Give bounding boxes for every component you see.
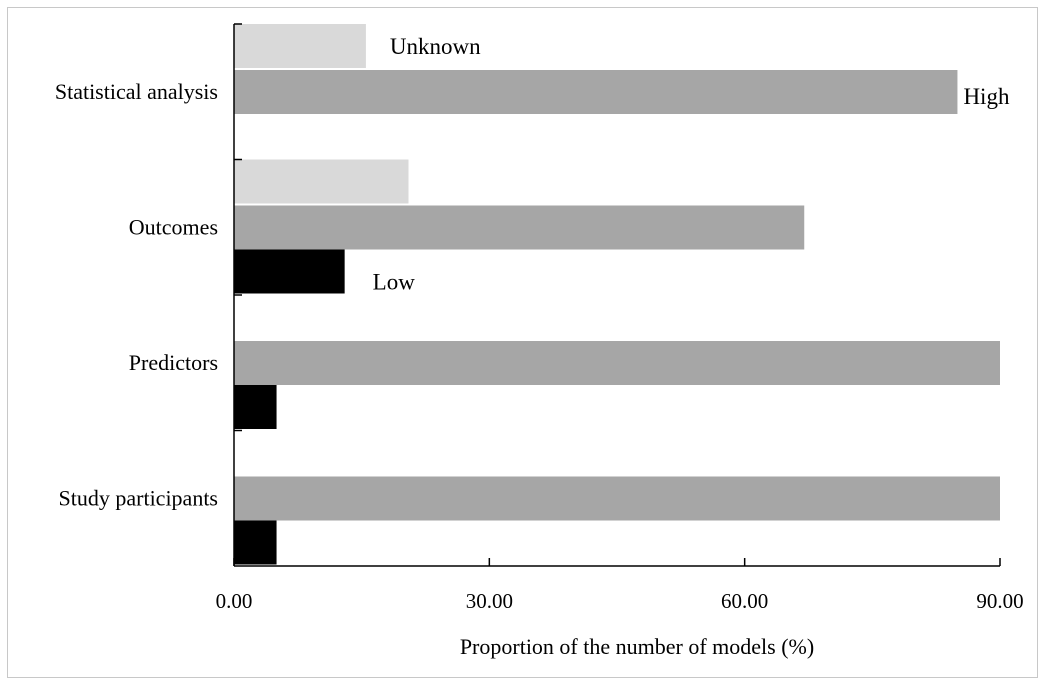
x-tick-label: 30.00 <box>466 589 513 613</box>
bar-low <box>234 249 345 294</box>
bar-unknown <box>234 24 366 68</box>
bar-high <box>234 70 958 114</box>
bar-unknown <box>234 159 409 204</box>
x-tick-label: 0.00 <box>216 589 253 613</box>
series-label-unknown: Unknown <box>390 34 481 59</box>
category-label: Study participants <box>59 485 218 510</box>
bar-low <box>234 385 277 429</box>
bar-high <box>234 341 1000 385</box>
x-axis-title: Proportion of the number of models (%) <box>460 634 814 659</box>
ticks-layer <box>233 23 1001 566</box>
x-tick-label: 60.00 <box>721 589 768 613</box>
bar-low <box>234 520 277 565</box>
series-label-low: Low <box>373 270 416 295</box>
series-label-high: High <box>963 84 1010 109</box>
category-label: Predictors <box>129 350 218 375</box>
bars-layer <box>234 24 1000 565</box>
category-label: Statistical analysis <box>55 79 218 104</box>
chart-frame <box>7 7 1038 678</box>
labels-layer: Study participants Predictors Outcomes Stat… <box>55 34 1024 613</box>
category-label: Outcomes <box>129 214 218 239</box>
x-tick-label: 90.00 <box>976 589 1023 613</box>
bar-high <box>234 476 1000 521</box>
bar-high <box>234 205 805 250</box>
